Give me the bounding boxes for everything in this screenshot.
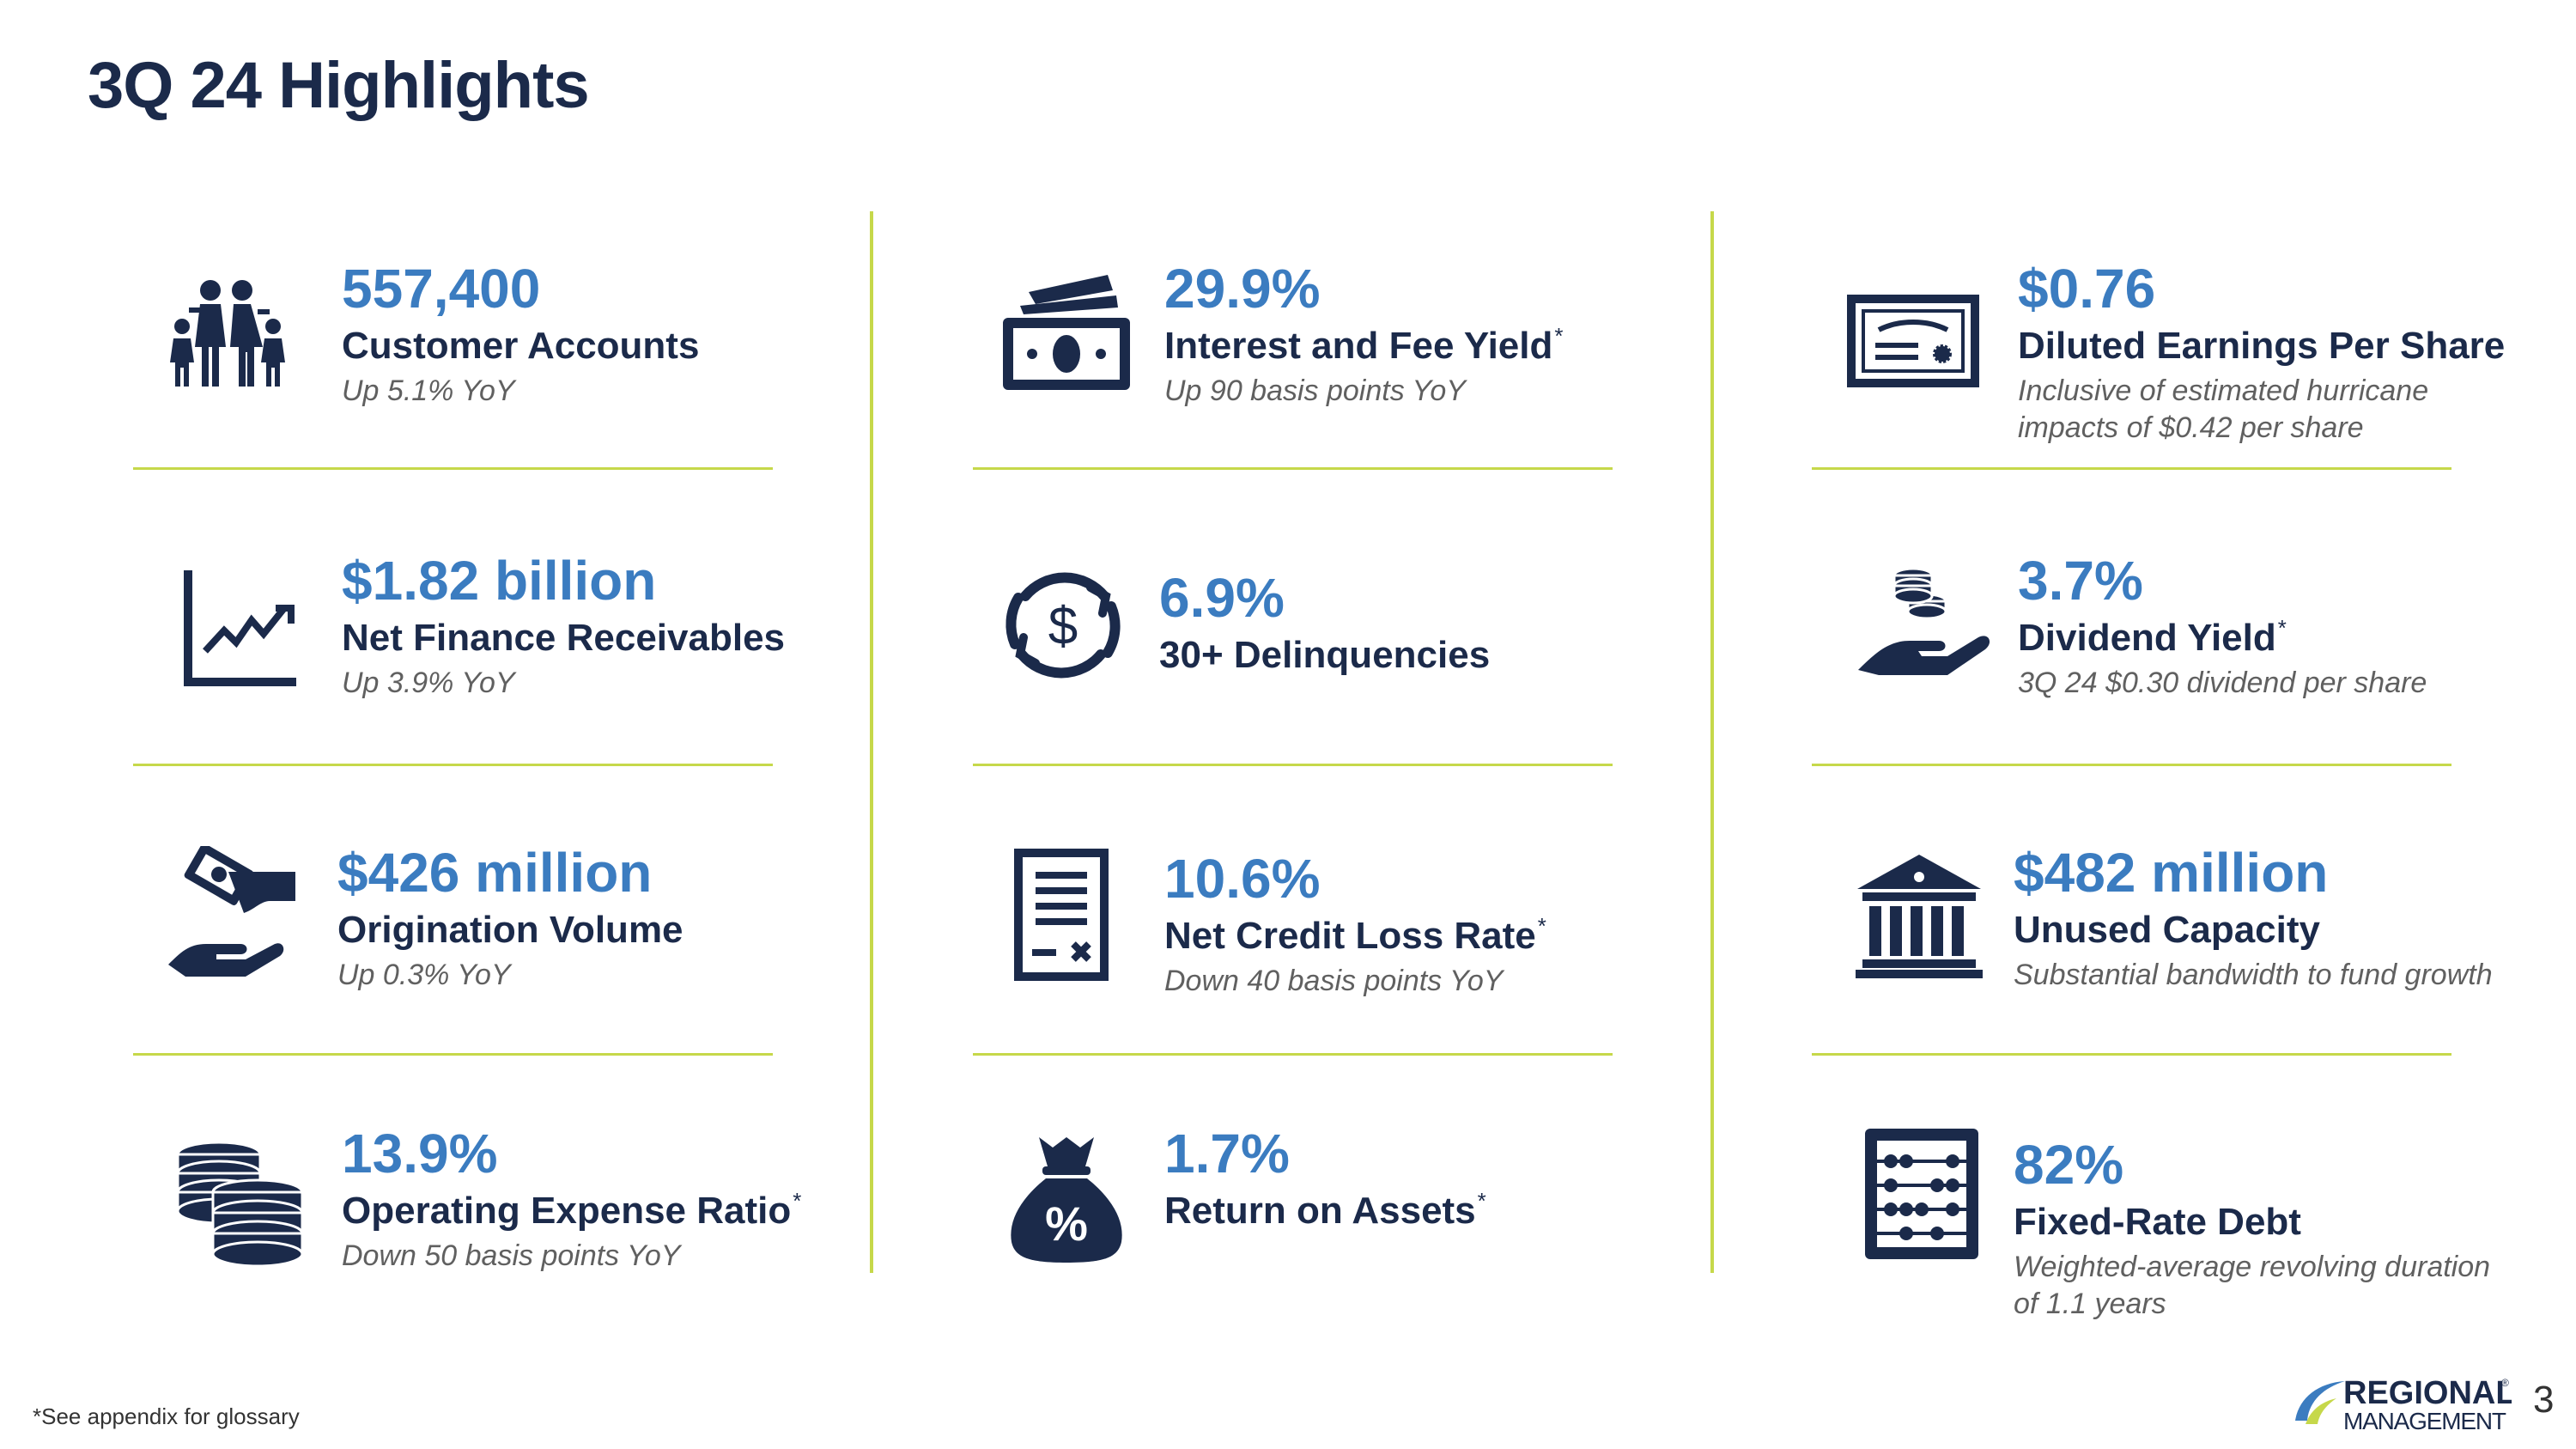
bank-building-icon xyxy=(1850,846,1988,983)
row-divider xyxy=(133,1053,773,1056)
logo-line1: REGIONAL xyxy=(2343,1375,2512,1411)
metric-label: Fixed-Rate Debt xyxy=(2014,1201,2301,1244)
metric-operating-expense-ratio: 13.9% Operating Expense Ratio* Down 50 b… xyxy=(342,1123,823,1275)
metric-unused-capacity: $482 million Unused Capacity Substantial… xyxy=(2014,842,2494,994)
metric-label: 30+ Delinquencies xyxy=(1159,634,1491,677)
metric-diluted-eps: $0.76 Diluted Earnings Per Share Inclusi… xyxy=(2018,258,2506,446)
page-title: 3Q 24 Highlights xyxy=(88,49,590,122)
row-divider xyxy=(1812,467,2451,470)
row-divider xyxy=(1812,1053,2451,1056)
money-bag-percent-icon: % xyxy=(998,1130,1135,1268)
footnote-mark: * xyxy=(2277,615,2287,642)
metric-label: Origination Volume xyxy=(337,909,683,952)
page-number: 3 xyxy=(2533,1379,2555,1421)
metric-value: $482 million xyxy=(2014,842,2329,904)
coin-stacks-icon xyxy=(172,1132,309,1269)
metric-value: 13.9% xyxy=(342,1123,498,1184)
metric-label: Unused Capacity xyxy=(2014,909,2320,952)
metric-value: $0.76 xyxy=(2018,258,2156,320)
abacus-icon xyxy=(1853,1125,1990,1263)
banknotes-icon xyxy=(998,266,1135,404)
metric-label: Interest and Fee Yield* xyxy=(1164,323,1564,368)
metric-subtext: Down 40 basis points YoY xyxy=(1164,965,1504,998)
metric-subtext: Up 0.3% YoY xyxy=(337,959,511,992)
metric-value: 10.6% xyxy=(1164,848,1321,910)
metric-interest-fee-yield: 29.9% Interest and Fee Yield* Up 90 basi… xyxy=(1164,258,1645,410)
metric-subtext: Down 50 basis points YoY xyxy=(342,1239,681,1273)
row-divider xyxy=(973,1053,1613,1056)
metric-subtext: Up 3.9% YoY xyxy=(342,667,515,700)
metric-subtext: 3Q 24 $0.30 dividend per share xyxy=(2018,667,2427,700)
company-logo: REGIONAL ® MANAGEMENT xyxy=(2288,1373,2516,1436)
trending-chart-icon xyxy=(176,558,313,696)
row-divider xyxy=(973,764,1613,766)
footnote: *See appendix for glossary xyxy=(33,1403,300,1429)
row-divider xyxy=(1812,764,2451,766)
coins-hand-icon xyxy=(1853,557,1990,694)
metric-return-on-assets: 1.7% Return on Assets* xyxy=(1164,1123,1645,1238)
metric-value: $1.82 billion xyxy=(342,550,657,612)
certificate-icon xyxy=(1844,266,1982,404)
family-icon xyxy=(163,258,301,395)
column-divider-1 xyxy=(870,211,873,1273)
metric-fixed-rate-debt: 82% Fixed-Rate Debt Weighted-average rev… xyxy=(2014,1134,2494,1322)
metric-value: 6.9% xyxy=(1159,567,1285,629)
metric-value: 557,400 xyxy=(342,258,541,320)
metric-value: 82% xyxy=(2014,1134,2124,1196)
row-divider xyxy=(973,467,1613,470)
metric-customer-accounts: 557,400 Customer Accounts Up 5.1% YoY xyxy=(342,258,823,410)
metric-label: Dividend Yield* xyxy=(2018,615,2287,660)
dollar-cycle-icon: $ xyxy=(994,557,1132,694)
metric-value: 3.7% xyxy=(2018,550,2143,612)
metric-subtext: Substantial bandwidth to fund growth xyxy=(2014,959,2493,992)
metric-dividend-yield: 3.7% Dividend Yield* 3Q 24 $0.30 dividen… xyxy=(2018,550,2499,702)
metric-label: Net Finance Receivables xyxy=(342,617,786,660)
row-divider xyxy=(133,467,773,470)
svg-text:%: % xyxy=(1045,1196,1088,1251)
svg-text:$: $ xyxy=(1048,597,1078,656)
metric-label: Net Credit Loss Rate* xyxy=(1164,913,1546,958)
footnote-mark: * xyxy=(1554,323,1564,350)
metric-net-finance-receivables: $1.82 billion Net Finance Receivables Up… xyxy=(342,550,823,702)
metric-subtext: Weighted-average revolving duration of 1… xyxy=(2014,1251,2491,1320)
metric-label: Return on Assets* xyxy=(1164,1188,1486,1233)
column-divider-2 xyxy=(1710,211,1714,1273)
row-divider xyxy=(133,764,773,766)
metric-origination-volume: $426 million Origination Volume Up 0.3% … xyxy=(337,842,818,994)
metric-subtext: Up 90 basis points YoY xyxy=(1164,374,1466,408)
metric-value: $426 million xyxy=(337,842,653,904)
metric-value: 1.7% xyxy=(1164,1123,1290,1184)
metric-subtext: Inclusive of estimated hurricane impacts… xyxy=(2018,374,2429,444)
metric-delinquencies: 6.9% 30+ Delinquencies xyxy=(1159,569,1640,682)
footnote-mark: * xyxy=(1537,913,1546,940)
logo-line2: MANAGEMENT xyxy=(2343,1408,2506,1434)
cash-hand-icon xyxy=(163,846,301,983)
logo-registered-mark: ® xyxy=(2501,1377,2509,1389)
metric-label: Customer Accounts xyxy=(342,325,700,368)
metric-subtext: Up 5.1% YoY xyxy=(342,374,515,408)
metric-label: Diluted Earnings Per Share xyxy=(2018,325,2506,368)
document-icon xyxy=(993,846,1130,983)
metric-label: Operating Expense Ratio* xyxy=(342,1188,802,1233)
metric-net-credit-loss-rate: 10.6% Net Credit Loss Rate* Down 40 basi… xyxy=(1164,848,1645,1000)
footnote-mark: * xyxy=(1477,1188,1486,1215)
footnote-mark: * xyxy=(793,1188,802,1215)
metric-value: 29.9% xyxy=(1164,258,1321,320)
